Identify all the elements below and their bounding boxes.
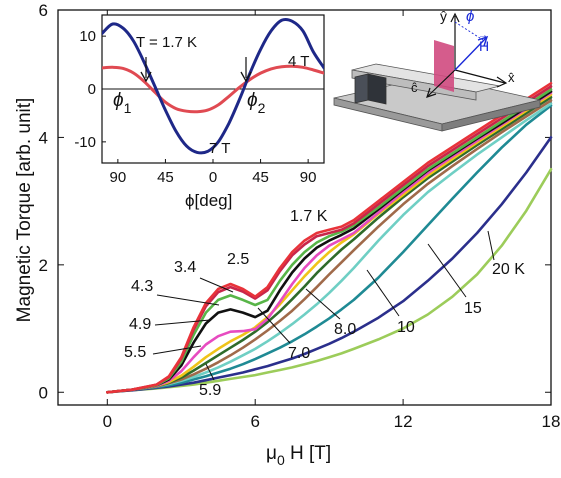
base-plate-side: [441, 99, 541, 132]
inset-x-tick-label: 45: [157, 169, 174, 186]
x-tick-label: 6: [250, 412, 259, 431]
inset-label-4T: 4 T: [288, 53, 309, 70]
inset-series: [102, 17, 324, 155]
leader-5-9: [205, 363, 215, 381]
label-1-7K: 1.7 K: [290, 208, 328, 225]
leader-5-5: [152, 345, 202, 355]
inset-x-tick-label: 0: [209, 169, 217, 186]
inset-series-line-7-T: [102, 17, 324, 155]
support-block-side: [367, 73, 387, 105]
label-7-0: 7.0: [288, 345, 310, 362]
label-5-5: 5.5: [124, 344, 146, 361]
inset-label-7T: 7 T: [209, 140, 230, 157]
y-tick-label: 4: [39, 128, 48, 147]
field-label: H: [479, 38, 489, 54]
c-axis-label-diagram: ĉ: [411, 80, 418, 95]
field-arrow: [454, 37, 487, 71]
inset-y-tick-label: 10: [79, 28, 96, 45]
series-line-10: [106, 104, 553, 394]
series-line-20-K: [106, 168, 553, 394]
inset-x-tick-label: 90: [110, 169, 127, 186]
series-line-7-0: [106, 99, 553, 394]
leader-7-0: [257, 307, 291, 344]
y-tick-label: 0: [39, 383, 48, 402]
phi2-arrow: [240, 57, 252, 83]
leader-20K: [487, 230, 495, 261]
series-line-3-4: [106, 88, 553, 394]
inset-y-tick-label: -10: [74, 134, 96, 151]
inset-temperature-label: T = 1.7 K: [136, 34, 197, 51]
x-axis-label-diagram: x̂: [508, 70, 515, 85]
leader-4-3: [156, 294, 220, 306]
y-tick-label: 6: [39, 1, 48, 20]
label-4-3: 4.3: [131, 278, 153, 295]
sample-schematic: ŷ x̂ ĉ ϕ → H: [333, 8, 541, 132]
x-axis-arrow: [454, 69, 506, 84]
label-4-9: 4.9: [129, 316, 151, 333]
sample-plate: [434, 40, 454, 92]
phi2-label: ϕ2: [247, 90, 266, 116]
phi-angle-label: ϕ: [466, 8, 474, 25]
inset-x-tick-label: 45: [252, 169, 269, 186]
field-vector-arrow-glyph: →: [478, 30, 488, 41]
support-block: [354, 73, 369, 104]
main-chart: 0 6 12 18 0 2 4 6 Magnetic Torque [arb. unit] μ…: [14, 1, 560, 468]
x-tick-label: 18: [542, 412, 561, 431]
y-tick-label: 2: [39, 256, 48, 275]
y-axis-label-diagram: ŷ: [440, 8, 447, 24]
leader-10: [366, 269, 400, 317]
x-tick-label: 12: [394, 412, 413, 431]
x-axis-label: μ0 H [T]: [266, 443, 331, 468]
leader-8-0: [305, 288, 341, 320]
c-axis-arrow: [427, 69, 456, 97]
angle-guide: [454, 21, 484, 41]
inset-x-tick-label: 90: [300, 169, 317, 186]
inset-axes: 90 45 0 45 90 -10 0 10: [74, 28, 324, 186]
y-axis-label: Magnetic Torque [arb. unit]: [14, 98, 35, 323]
label-10: 10: [397, 319, 415, 336]
leader-15: [427, 243, 467, 298]
inset-y-tick-label: 0: [88, 81, 96, 98]
label-5-9: 5.9: [199, 382, 221, 399]
series-line-4-9: [106, 91, 553, 394]
label-3-4: 3.4: [174, 259, 196, 276]
leader-4-9: [154, 319, 211, 326]
main-plot-frame: [57, 9, 552, 406]
label-15: 15: [464, 300, 482, 317]
phi1-arrow: [140, 57, 152, 83]
series-line-8-0: [106, 102, 553, 394]
label-20K: 20 K: [492, 261, 525, 278]
inset-series-line-4-T: [102, 64, 324, 114]
series-line-1-7-K: [106, 82, 553, 394]
inset-x-axis-label: ϕ[deg]: [185, 191, 232, 210]
series-line-5-5: [106, 93, 553, 394]
leader-3-4: [199, 277, 234, 293]
phi1-label: ϕ1: [113, 90, 132, 116]
label-2-5: 2.5: [227, 251, 249, 268]
main-axes: 0 6 12 18 0 2 4 6: [39, 1, 561, 431]
inset-chart: 90 45 0 45 90 -10 0 10 ϕ[deg] T = 1.7 K 4 T 7 T…: [74, 14, 325, 210]
series-line-5-9: [106, 96, 553, 394]
label-8-0: 8.0: [334, 321, 356, 338]
x-tick-label: 0: [103, 412, 112, 431]
